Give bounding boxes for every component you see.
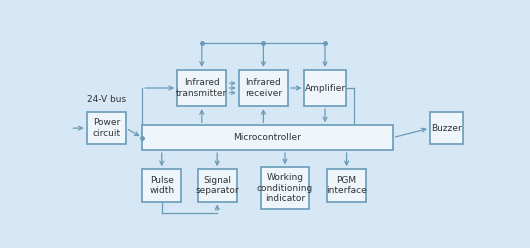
FancyBboxPatch shape bbox=[87, 112, 126, 144]
FancyBboxPatch shape bbox=[430, 112, 463, 144]
FancyBboxPatch shape bbox=[142, 169, 181, 202]
FancyBboxPatch shape bbox=[198, 169, 237, 202]
FancyBboxPatch shape bbox=[304, 70, 346, 106]
Text: Microcontroller: Microcontroller bbox=[234, 133, 302, 142]
Text: Infrared
transmitter: Infrared transmitter bbox=[176, 78, 227, 98]
FancyBboxPatch shape bbox=[238, 70, 288, 106]
FancyBboxPatch shape bbox=[327, 169, 366, 202]
Text: Pulse
width: Pulse width bbox=[149, 176, 174, 195]
Text: Buzzer: Buzzer bbox=[431, 124, 462, 133]
Text: Signal
separator: Signal separator bbox=[196, 176, 239, 195]
FancyBboxPatch shape bbox=[261, 167, 308, 209]
Text: Infrared
receiver: Infrared receiver bbox=[245, 78, 282, 98]
Text: PGM
interface: PGM interface bbox=[326, 176, 367, 195]
Text: 24-V bus: 24-V bus bbox=[87, 95, 126, 104]
FancyBboxPatch shape bbox=[177, 70, 226, 106]
Text: Amplifier: Amplifier bbox=[304, 84, 346, 93]
Text: Power
circuit: Power circuit bbox=[92, 118, 120, 138]
Text: Working
conditioning
indicator: Working conditioning indicator bbox=[257, 173, 313, 203]
FancyBboxPatch shape bbox=[142, 125, 393, 150]
